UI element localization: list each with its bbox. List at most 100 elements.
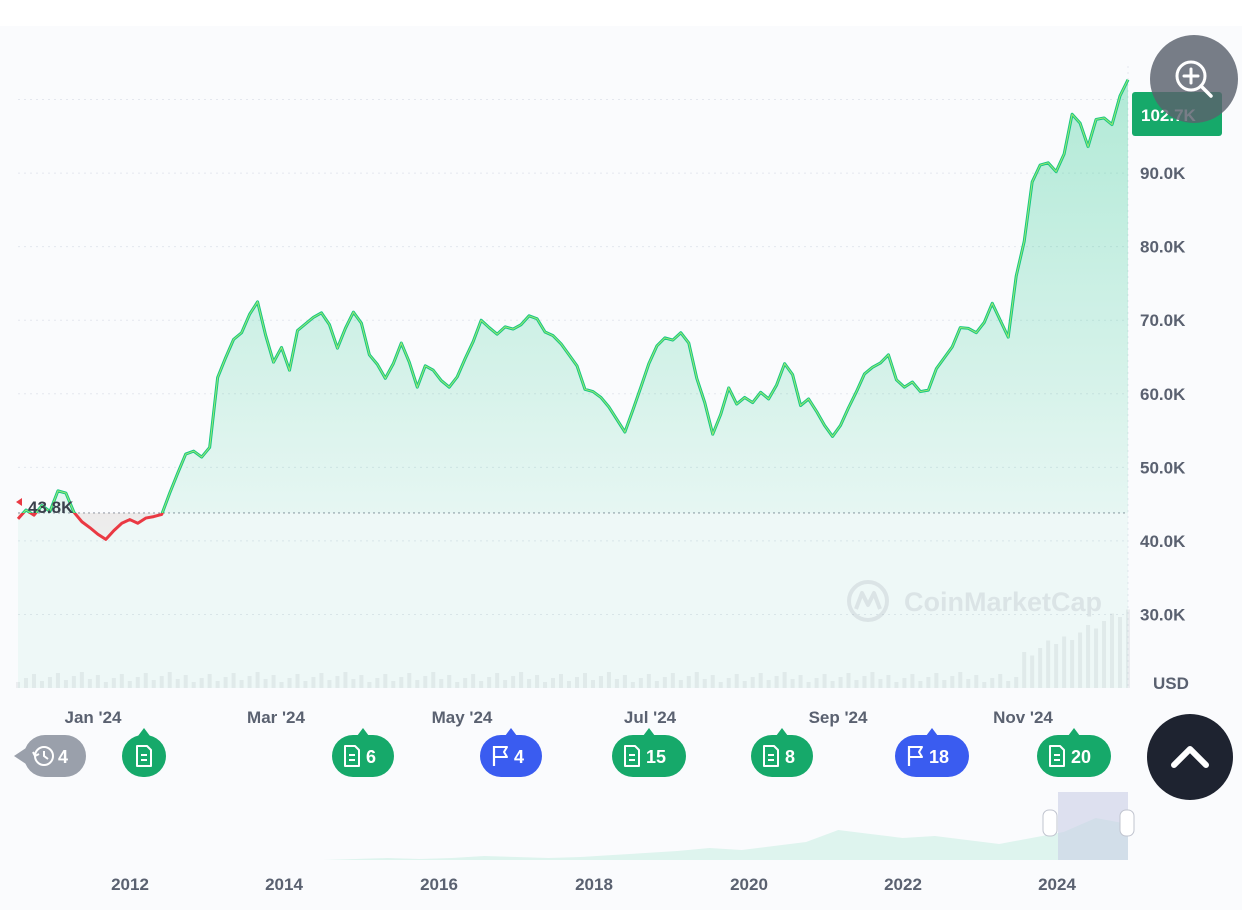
volume-bar (758, 673, 763, 688)
volume-bar (1094, 628, 1099, 688)
volume-bar (399, 677, 404, 688)
volume-bar (543, 682, 548, 688)
event-count: 8 (785, 747, 795, 767)
price-line (16, 79, 1130, 541)
event-marker[interactable]: 6 (332, 728, 394, 777)
volume-bar (654, 681, 659, 688)
volume-bar (239, 680, 244, 688)
volume-bar (191, 682, 196, 688)
volume-bar (487, 677, 492, 688)
volume-bar (646, 674, 651, 688)
navigator-left-handle[interactable] (1042, 809, 1058, 837)
volume-bar (622, 675, 627, 688)
event-count: 18 (929, 747, 949, 767)
event-marker[interactable]: 20 (1037, 728, 1111, 777)
volume-bar (862, 676, 867, 688)
volume-bar (582, 673, 587, 688)
event-count: 20 (1071, 747, 1091, 767)
volume-bar (255, 672, 260, 688)
range-navigator[interactable]: 2012 2014 2016 2018 2020 2022 2024 (111, 792, 1135, 894)
chevron-up-icon (1171, 746, 1209, 768)
zoom-button[interactable] (1150, 35, 1238, 123)
volume-bar (159, 676, 164, 688)
volume-bar (79, 672, 84, 688)
volume-bar (1078, 632, 1083, 688)
event-marker[interactable]: 4 (14, 735, 86, 777)
scroll-to-top-button[interactable] (1147, 714, 1233, 800)
event-pointer (14, 748, 26, 764)
watermark-text: CoinMarketCap (904, 587, 1102, 617)
volume-bar (686, 676, 691, 688)
event-marker[interactable] (122, 728, 166, 777)
history-icon (32, 746, 54, 766)
volume-bar (974, 675, 979, 688)
volume-bar (750, 677, 755, 688)
volume-bar (766, 680, 771, 688)
volume-bar (1118, 617, 1123, 688)
volume-bar (167, 672, 172, 688)
volume-bar (854, 680, 859, 688)
volume-bar (31, 674, 36, 688)
volume-bar (774, 676, 779, 688)
y-tick-label: 30.0K (1140, 605, 1186, 624)
volume-bar (447, 675, 452, 688)
volume-bar (103, 682, 108, 688)
y-tick-label: 90.0K (1140, 164, 1186, 183)
event-count: 4 (514, 747, 524, 767)
volume-bar (535, 675, 540, 688)
volume-bar (367, 682, 372, 688)
volume-bar (335, 676, 340, 688)
volume-bar (1102, 621, 1107, 688)
event-pointer (138, 728, 150, 736)
volume-bar (567, 681, 572, 688)
volume-bar (734, 674, 739, 688)
volume-bar (1110, 613, 1115, 688)
price-chart[interactable]: 30.0K 40.0K 50.0K 60.0K 70.0K 80.0K 90.0K Coin… (0, 26, 1242, 910)
navigator-selection[interactable] (1058, 792, 1128, 860)
area-up (23, 79, 1128, 513)
volume-bar (215, 681, 220, 688)
event-marker[interactable]: 18 (895, 728, 969, 777)
volume-bar (1038, 648, 1043, 688)
event-pill (332, 735, 394, 777)
navigator-right-handle[interactable] (1119, 809, 1135, 837)
navigator-year-label: 2016 (420, 875, 458, 894)
volume-bar (886, 675, 891, 688)
volume-bar (830, 681, 835, 688)
volume-bar (1014, 677, 1019, 688)
navigator-year-label: 2024 (1038, 875, 1076, 894)
document-icon (1049, 745, 1065, 767)
volume-bar (902, 678, 907, 688)
volume-bar (247, 676, 252, 688)
volume-bar (910, 674, 915, 688)
area-down (18, 512, 1128, 540)
area-fill-bottom (18, 79, 1128, 688)
volume-bar (375, 678, 380, 688)
x-tick-label: Mar '24 (247, 708, 305, 727)
volume-bar (870, 672, 875, 688)
volume-bar (527, 679, 532, 688)
volume-bar (287, 678, 292, 688)
volume-bar (383, 674, 388, 688)
navigator-year-label: 2012 (111, 875, 149, 894)
volume-bar (1062, 636, 1067, 688)
event-pointer (643, 728, 655, 736)
volume-bar (391, 681, 396, 688)
volume-bar (990, 678, 995, 688)
price-line-highlight (22, 79, 1129, 513)
volume-bar (614, 679, 619, 688)
event-marker[interactable]: 15 (612, 728, 686, 777)
volume-bar (574, 677, 579, 688)
event-marker[interactable]: 4 (480, 728, 542, 777)
event-markers[interactable]: 4 6 4 15 8 18 20 (14, 728, 1111, 777)
event-pointer (926, 728, 938, 736)
volume-bar (111, 678, 116, 688)
volume-bar (726, 678, 731, 688)
volume-bar (431, 672, 436, 688)
event-pointer (357, 728, 369, 736)
volume-bar (958, 672, 963, 688)
volume-bar (742, 681, 747, 688)
event-marker[interactable]: 8 (751, 728, 813, 777)
volume-bar (175, 679, 180, 688)
volume-bar (662, 677, 667, 688)
